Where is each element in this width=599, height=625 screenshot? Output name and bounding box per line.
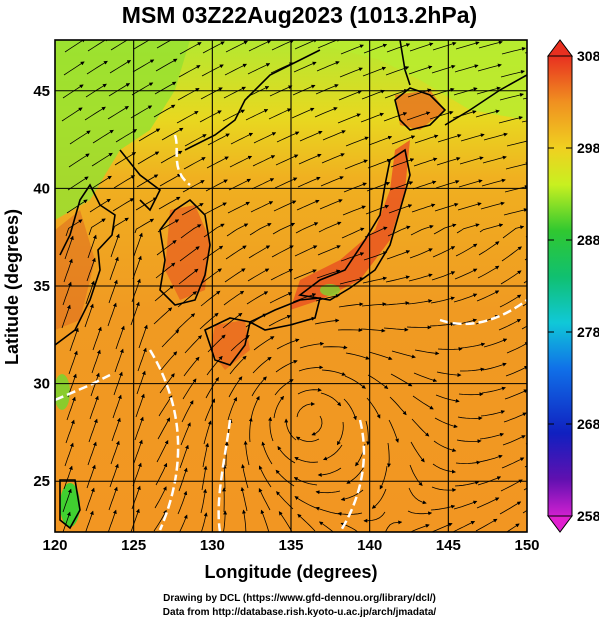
plot-frame [54,39,528,533]
isotherms [55,134,527,532]
colorbar-tick-label: 298 [577,140,599,156]
x-tick-label: 130 [200,537,225,554]
coastline-kurils [444,74,527,126]
y-tick-label: 45 [33,83,50,100]
coastline-shikoku [248,297,322,331]
map-title: MSM 03Z22Aug2023 (1013.2hPa) [121,2,478,28]
graticule [55,40,527,532]
y-tick-label: 25 [33,473,50,490]
x-tick-label: 125 [121,537,146,554]
coastline-honshu [298,148,411,301]
credits: Drawing by DCL (https://www.gfd-dennou.o… [0,592,599,620]
x-tick-label: 140 [357,537,382,554]
colorbar-tick-label: 268 [577,416,599,432]
x-tick-label: 135 [278,537,303,554]
coastline-hokkaido [394,87,447,131]
coastline-primorye [184,49,321,151]
x-tick-label: 145 [436,537,461,554]
credit-drawing: Drawing by DCL (https://www.gfd-dennou.o… [163,593,436,604]
colorbar-max-arrow [547,39,573,57]
x-tick-labels: 120 125 130 135 140 145 150 [42,537,539,554]
colorbar-tick-label: 288 [577,232,599,248]
y-tick-labels: 25 30 35 40 45 [33,83,50,490]
colorbar-tick-label: 278 [577,324,599,340]
x-tick-label: 150 [514,537,539,554]
coastline-sakhalin [399,40,411,86]
y-tick-label: 30 [33,376,50,393]
colorbar-tick-label: 258 [577,508,599,524]
colorbar-min-arrow [547,515,573,533]
coastline-korea [159,198,211,306]
y-tick-label: 35 [33,278,50,295]
x-tick-label: 120 [42,537,67,554]
colorbar-scale [547,55,573,517]
credit-data: Data from http://database.rish.kyoto-u.a… [162,607,437,618]
colorbar-tick-label: 308 [577,48,599,64]
coastline-kyushu [204,317,251,366]
coastline-taiwan [59,479,81,530]
x-axis-title: Longitude (degrees) [204,562,377,582]
y-tick-label: 40 [33,180,50,197]
y-axis-title: Latitude (degrees) [2,209,22,365]
coastline-china [55,183,116,346]
colorbar: 308 298 288 278 268 258 [547,39,599,533]
